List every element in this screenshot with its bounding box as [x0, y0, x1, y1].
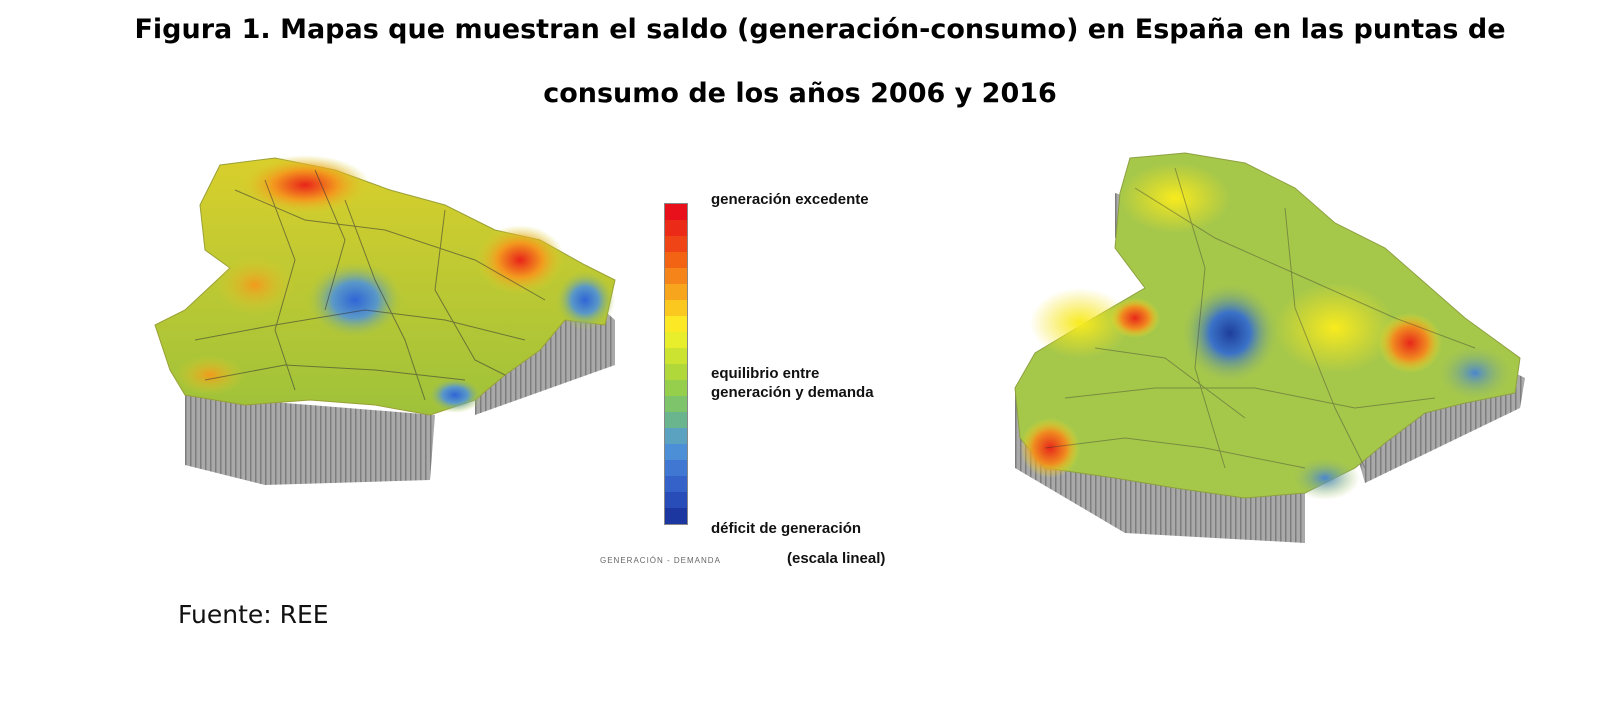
- legend-deficit-label: déficit de generación: [711, 520, 862, 537]
- surplus-zone: [215, 255, 295, 315]
- color-scale-step: [665, 236, 687, 252]
- deficit-zone: [555, 270, 615, 330]
- surplus-zone: [1030, 288, 1130, 358]
- transmission-lines: [1044, 167, 1476, 469]
- color-scale-step: [665, 476, 687, 492]
- color-scale-step: [665, 444, 687, 460]
- legend-balance-label-2: generación y demanda: [711, 384, 874, 401]
- surplus-zone: [1110, 298, 1160, 338]
- map-2006: [154, 155, 616, 485]
- color-scale-bar: [664, 203, 688, 525]
- color-scale-step: [665, 364, 687, 380]
- color-scale-step: [665, 508, 687, 524]
- color-scale-step: [665, 284, 687, 300]
- deficit-zone: [427, 377, 483, 413]
- deficit-zone: [1180, 281, 1280, 385]
- map-2016: [1014, 152, 1525, 543]
- color-scale-step: [665, 268, 687, 284]
- color-scale-step: [665, 492, 687, 508]
- color-scale-step: [665, 316, 687, 332]
- color-scale-step: [665, 428, 687, 444]
- color-scale-step: [665, 412, 687, 428]
- legend-balance-label-1: equilibrio entre: [711, 365, 820, 382]
- figure-title-line-2: consumo de los años 2006 y 2016: [543, 78, 1057, 109]
- color-scale-step: [665, 380, 687, 396]
- surplus-zone: [475, 225, 565, 295]
- surplus-zone: [1275, 283, 1395, 373]
- figure-source: Fuente: REE: [178, 600, 329, 629]
- deficit-zone: [305, 260, 405, 340]
- legend-scale-note: (escala lineal): [787, 550, 886, 567]
- surplus-zone: [1020, 418, 1080, 478]
- color-scale-step: [665, 396, 687, 412]
- transmission-lines: [194, 169, 546, 401]
- color-scale-step: [665, 460, 687, 476]
- legend-surplus-label: generación excedente: [711, 191, 869, 208]
- color-scale-step: [665, 220, 687, 236]
- color-scale-step: [665, 300, 687, 316]
- color-scale-step: [665, 252, 687, 268]
- surplus-zone: [1120, 163, 1230, 233]
- color-scale-step: [665, 204, 687, 220]
- color-scale-step: [665, 348, 687, 364]
- figure-title-line-1: Figura 1. Mapas que muestran el saldo (g…: [134, 14, 1506, 45]
- map-side-wall: [185, 395, 435, 485]
- color-scale-step: [665, 332, 687, 348]
- deficit-zone: [1290, 456, 1360, 500]
- surplus-zone: [240, 155, 370, 215]
- deficit-zone: [1435, 343, 1515, 403]
- surplus-zone: [1378, 313, 1442, 373]
- legend-axis-caption: GENERACIÓN - DEMANDA: [600, 556, 721, 565]
- surplus-zone: [175, 355, 245, 395]
